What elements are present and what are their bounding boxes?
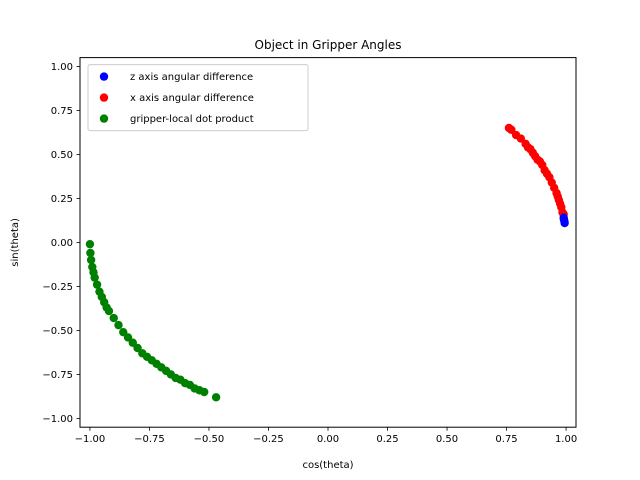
y-tick-label: 0.75 (51, 106, 73, 117)
y-tick-label: 0.00 (51, 238, 73, 249)
y-tick-label: 1.00 (51, 62, 73, 73)
y-tick-label: −0.50 (42, 326, 73, 337)
series-0-points (559, 213, 569, 228)
y-tick-label: 0.50 (51, 150, 73, 161)
y-axis: −1.00 −0.75 −0.50 −0.25 0.00 0.25 0.50 0.75 1.00 (42, 62, 80, 425)
x-axis: −1.00 −0.75 −0.50 −0.25 0.00 0.25 0.50 0.75 1.00 (75, 427, 577, 445)
legend-label: gripper-local dot product (130, 114, 254, 125)
data-point (114, 320, 123, 330)
chart-title: Object in Gripper Angles (255, 38, 402, 52)
legend-label: z axis angular difference (130, 72, 253, 83)
legend: z axis angular difference x axis angular … (87, 64, 309, 132)
data-point (85, 239, 95, 249)
data-point (86, 248, 95, 258)
data-point (86, 255, 96, 265)
legend-marker (99, 114, 109, 123)
legend-frame (87, 64, 309, 132)
data-point (109, 313, 118, 323)
legend-marker (99, 72, 109, 81)
y-tick-label: −0.25 (42, 282, 73, 293)
x-tick-label: −1.00 (75, 434, 106, 445)
y-tick-label: 0.25 (51, 194, 73, 205)
data-point (104, 306, 114, 316)
x-tick-label: 0.25 (376, 434, 398, 445)
series-1-points (504, 123, 568, 219)
data-point (92, 280, 102, 289)
y-tick-label: −0.75 (42, 370, 73, 381)
x-tick-label: 1.00 (555, 434, 577, 445)
x-axis-label: cos(theta) (302, 460, 353, 471)
y-axis-label: sin(theta) (10, 218, 21, 267)
data-point (211, 393, 221, 402)
x-tick-label: −0.50 (194, 434, 225, 445)
data-point (90, 273, 99, 282)
legend-label: x axis angular difference (130, 93, 254, 104)
y-tick-label: −1.00 (42, 414, 73, 425)
x-tick-label: 0.00 (317, 434, 339, 445)
legend-marker (99, 93, 109, 102)
x-tick-label: −0.75 (134, 434, 165, 445)
x-tick-label: −0.25 (253, 434, 284, 445)
x-tick-label: 0.75 (495, 434, 517, 445)
data-point (200, 387, 209, 397)
x-tick-label: 0.50 (436, 434, 458, 445)
series-2-points (85, 239, 221, 402)
data-point (559, 213, 568, 222)
plot-area (85, 123, 569, 402)
